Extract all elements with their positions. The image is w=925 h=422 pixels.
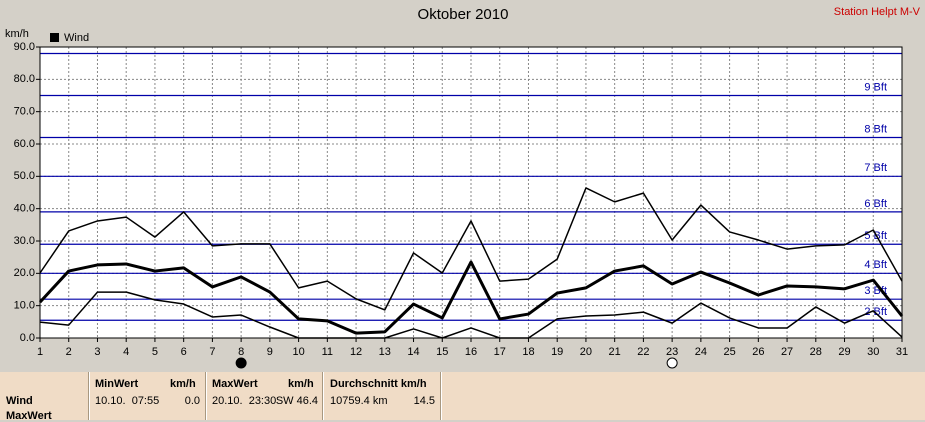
x-tick-label: 30 [867, 346, 879, 358]
x-tick-label: 13 [379, 346, 391, 358]
x-tick-label: 20 [580, 346, 592, 358]
x-tick-label: 8 [238, 346, 244, 358]
x-tick-label: 21 [609, 346, 621, 358]
series-line [39, 291, 903, 339]
x-tick-label: 16 [465, 346, 477, 358]
y-tick-label: 10.0 [14, 300, 35, 312]
header: Durchschnitt km/h [330, 378, 427, 390]
y-tick-label: 30.0 [14, 235, 35, 247]
x-tick-label: 4 [123, 346, 129, 358]
cell: SW 46.4 [275, 395, 318, 407]
plot-border [39, 46, 903, 339]
separator [205, 372, 207, 420]
x-tick-label: 19 [551, 346, 563, 358]
chart: Oktober 2010 Station Helpt M-V km/h 0.01… [5, 6, 921, 369]
x-tick-label: 6 [181, 346, 187, 358]
x-tick-label: 12 [350, 346, 362, 358]
x-tick-label: 23 [666, 346, 678, 358]
x-tick-label: 22 [637, 346, 649, 358]
x-tick-label: 28 [810, 346, 822, 358]
cell: 0.0 [184, 395, 200, 407]
beaufort-label: 9 Bft [864, 81, 887, 93]
beaufort-label: 7 Bft [864, 162, 887, 174]
x-tick-label: 10 [292, 346, 304, 358]
x-tick-label: 29 [838, 346, 850, 358]
cell: 20.10. 23:30 [212, 395, 277, 407]
row-label: Wind [6, 395, 33, 407]
beaufort-label: 4 Bft [864, 259, 887, 271]
series-line [38, 260, 904, 335]
y-tick-label: 50.0 [14, 170, 35, 182]
x-tick-label: 14 [407, 346, 419, 358]
summary-table: MinWert km/h MaxWert km/h Durchschnitt k… [0, 372, 925, 422]
moon-phase [235, 357, 247, 369]
separator [322, 372, 324, 420]
x-tick-label: 9 [267, 346, 273, 358]
moon-phase [666, 357, 678, 369]
x-tick-label: 25 [723, 346, 735, 358]
y-tick-label: 80.0 [14, 73, 35, 85]
row-label: MaxWert [6, 410, 52, 422]
cell: 10759.4 km [330, 395, 388, 407]
y-tick-label: 70.0 [14, 106, 35, 118]
separator [440, 372, 442, 420]
x-tick-label: 27 [781, 346, 793, 358]
x-tick-label: 24 [695, 346, 707, 358]
x-tick-label: 3 [94, 346, 100, 358]
x-tick-label: 18 [522, 346, 534, 358]
header: km/h [170, 378, 196, 390]
y-tick-label: 20.0 [14, 267, 35, 279]
x-tick-label: 11 [322, 346, 333, 358]
x-tick-label: 1 [37, 346, 43, 358]
legend-label: Wind [64, 32, 89, 44]
beaufort-label: 6 Bft [864, 198, 887, 210]
beaufort-label: 8 Bft [864, 123, 887, 135]
header: km/h [288, 378, 314, 390]
y-tick-label: 60.0 [14, 138, 35, 150]
x-tick-label: 26 [752, 346, 764, 358]
y-tick-label: 40.0 [14, 203, 35, 215]
x-tick-label: 5 [152, 346, 158, 358]
y-tick-label: 0.0 [20, 332, 35, 344]
station-label: Station Helpt M-V [834, 6, 921, 18]
series-line [39, 187, 903, 311]
y-tick-label: 90.0 [14, 41, 35, 53]
beaufort-label: 5 Bft [864, 230, 887, 242]
cell: 10.10. 07:55 [95, 395, 160, 407]
x-tick-label: 2 [66, 346, 72, 358]
legend-swatch [50, 33, 59, 42]
cell: 14.5 [413, 395, 435, 407]
header: MinWert [95, 378, 139, 390]
x-tick-label: 17 [494, 346, 506, 358]
x-tick-label: 15 [436, 346, 448, 358]
chart-title: Oktober 2010 [418, 6, 509, 23]
x-tick-label: 31 [896, 346, 908, 358]
header: MaxWert [212, 378, 258, 390]
x-tick-label: 7 [209, 346, 215, 358]
separator [88, 372, 90, 420]
y-axis-label: km/h [5, 28, 29, 40]
